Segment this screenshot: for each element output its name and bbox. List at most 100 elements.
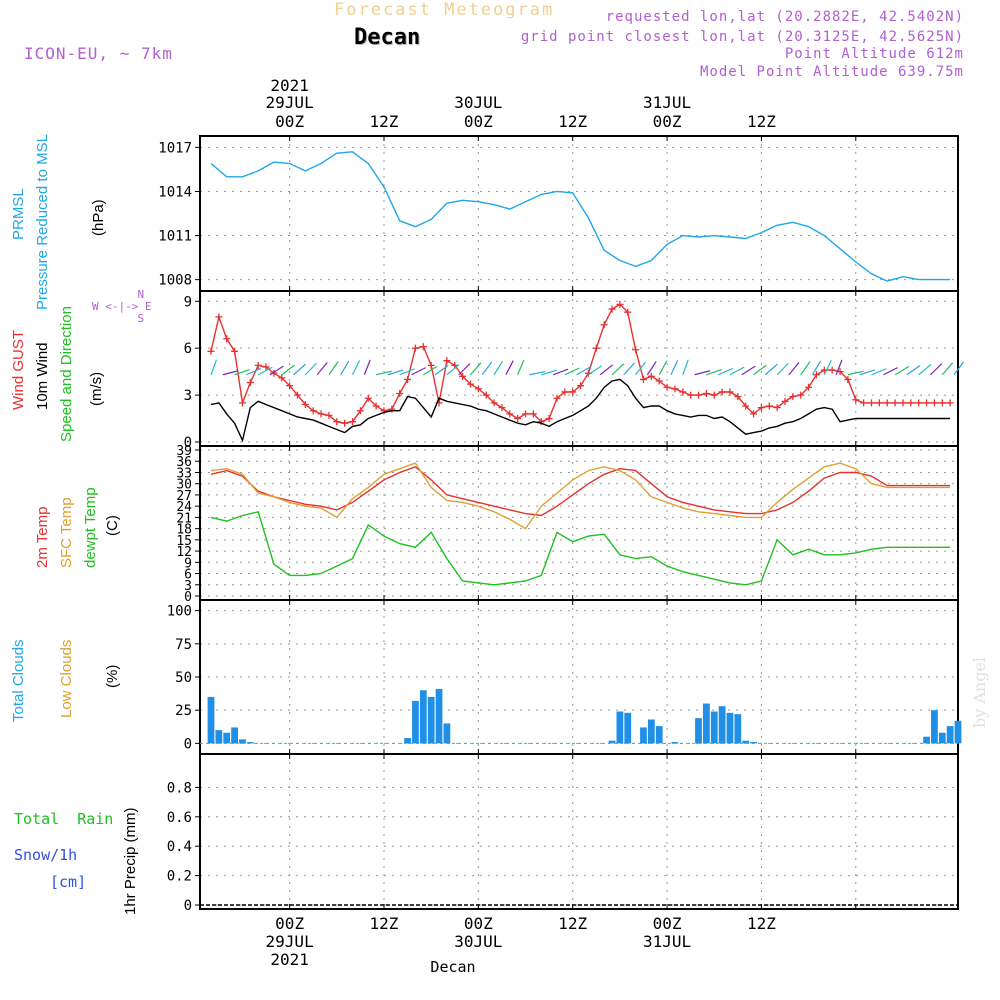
wind-arrow-shaft	[222, 370, 239, 376]
gust-point	[459, 372, 467, 380]
gust-point	[891, 399, 899, 407]
cloud-bar	[239, 739, 246, 744]
gust-point	[702, 390, 710, 398]
gust-point	[946, 399, 954, 407]
wind-arrow	[517, 359, 525, 375]
y-tick-label: 0.2	[167, 869, 192, 885]
wind-arrow	[505, 360, 514, 376]
wind-arrow-shaft	[906, 364, 921, 376]
y-tick-label: 36	[176, 455, 192, 470]
top-time-tick-label: 12Z	[558, 112, 587, 131]
cloud-bar	[624, 712, 632, 744]
wind-arrow-shaft	[517, 359, 525, 375]
wind-arrow-shaft	[729, 366, 745, 376]
wind-arrow	[623, 362, 636, 376]
wind-arrow-shaft	[529, 370, 546, 376]
wind-arrow-shaft	[293, 363, 306, 376]
gust-point	[254, 361, 262, 369]
bottom-day-label: 30JUL	[454, 932, 502, 951]
wind-arrow	[576, 366, 591, 376]
wind-arrow-shaft	[670, 359, 679, 376]
cloud-bar	[710, 711, 718, 744]
gust-point	[663, 383, 671, 391]
wind-arrow	[729, 366, 745, 376]
cloud-bar	[946, 726, 954, 744]
gust-point	[718, 388, 726, 396]
y-tick-label: 39	[176, 444, 192, 459]
top-time-tick-label: 00Z	[653, 112, 682, 131]
y-tick-label: 9	[184, 556, 192, 571]
cloud-bar	[718, 706, 726, 744]
y-tick-label: 1014	[158, 184, 192, 200]
bottom-time-tick-label: 00Z	[653, 914, 682, 933]
gust-point	[765, 402, 773, 410]
cloud-bar	[427, 696, 435, 744]
wind-arrow-shaft	[835, 359, 843, 375]
wind-arrow-shaft	[941, 362, 954, 376]
wind-arrow	[529, 370, 546, 376]
wind-arrow-shaft	[399, 368, 415, 376]
y-tick-label: 0	[184, 435, 192, 451]
gust-point	[616, 300, 624, 308]
wind-arrow	[552, 368, 569, 376]
footer-location-label: Decan	[430, 958, 475, 976]
requested-coords: requested lon,lat (20.2882E, 42.5402N)	[605, 9, 964, 25]
cloud-bar	[671, 742, 679, 744]
wind-arrow-shaft	[246, 367, 262, 376]
gust-point	[781, 397, 789, 405]
y-tick-label: 1017	[158, 140, 192, 156]
gust-point	[844, 375, 852, 383]
wind-arrow	[434, 364, 449, 376]
wind-arrow	[304, 362, 317, 376]
gust-point	[474, 385, 482, 393]
gust-point	[262, 363, 270, 371]
y-tick-label: 24	[176, 500, 192, 515]
gust-point	[907, 399, 915, 407]
y-tick-label: 33	[176, 466, 192, 481]
wind-arrow-shaft	[234, 368, 250, 376]
top-time-tick-label: 00Z	[275, 112, 304, 131]
wind-arrow-shaft	[800, 361, 811, 376]
wind-arrow	[670, 359, 679, 376]
wind-arrow-shaft	[859, 369, 876, 376]
wind-arrow	[906, 364, 921, 376]
cloud-bar	[419, 690, 427, 744]
wind-arrow	[387, 369, 404, 376]
cloud-bar	[726, 712, 734, 744]
cloud-bar	[246, 742, 254, 744]
wind-arrow-shaft	[894, 366, 910, 376]
gust-point	[388, 405, 396, 413]
wind-arrow	[446, 364, 460, 376]
wind-arrow-shaft	[776, 362, 789, 376]
wind-arrow	[682, 359, 689, 375]
gust-point	[293, 391, 301, 399]
y-tick-label: 3	[184, 388, 192, 404]
cloud-bar	[443, 723, 451, 744]
model-label: ICON-EU, ~ 7km	[24, 44, 173, 63]
gust-point	[805, 383, 813, 391]
gust-point	[498, 404, 506, 412]
wind-arrow-shaft	[717, 367, 734, 376]
wind-arrow-shaft	[588, 365, 603, 376]
gust-point	[930, 399, 938, 407]
gust-point	[600, 321, 608, 329]
y-tick-label: 3	[184, 579, 192, 594]
bottom-year-label: 2021	[270, 950, 309, 969]
wind-arrow	[257, 366, 273, 376]
y-tick-label: 0	[184, 736, 192, 752]
wind-arrow-shaft	[918, 364, 932, 376]
wind-arrow	[788, 362, 800, 376]
gust-point	[380, 407, 388, 415]
bottom-time-tick-label: 12Z	[558, 914, 587, 933]
wind-arrow-shaft	[481, 361, 493, 376]
wind-arrow-shaft	[812, 360, 822, 376]
total-rain-label: Total Rain	[14, 810, 114, 828]
wind-arrow	[588, 365, 603, 376]
wind-arrow	[717, 367, 734, 376]
wind-arrow	[753, 364, 767, 376]
location-title: Decan	[354, 25, 421, 50]
gust-point	[915, 399, 923, 407]
gust-point	[372, 402, 380, 410]
wind-arrow	[953, 361, 965, 376]
